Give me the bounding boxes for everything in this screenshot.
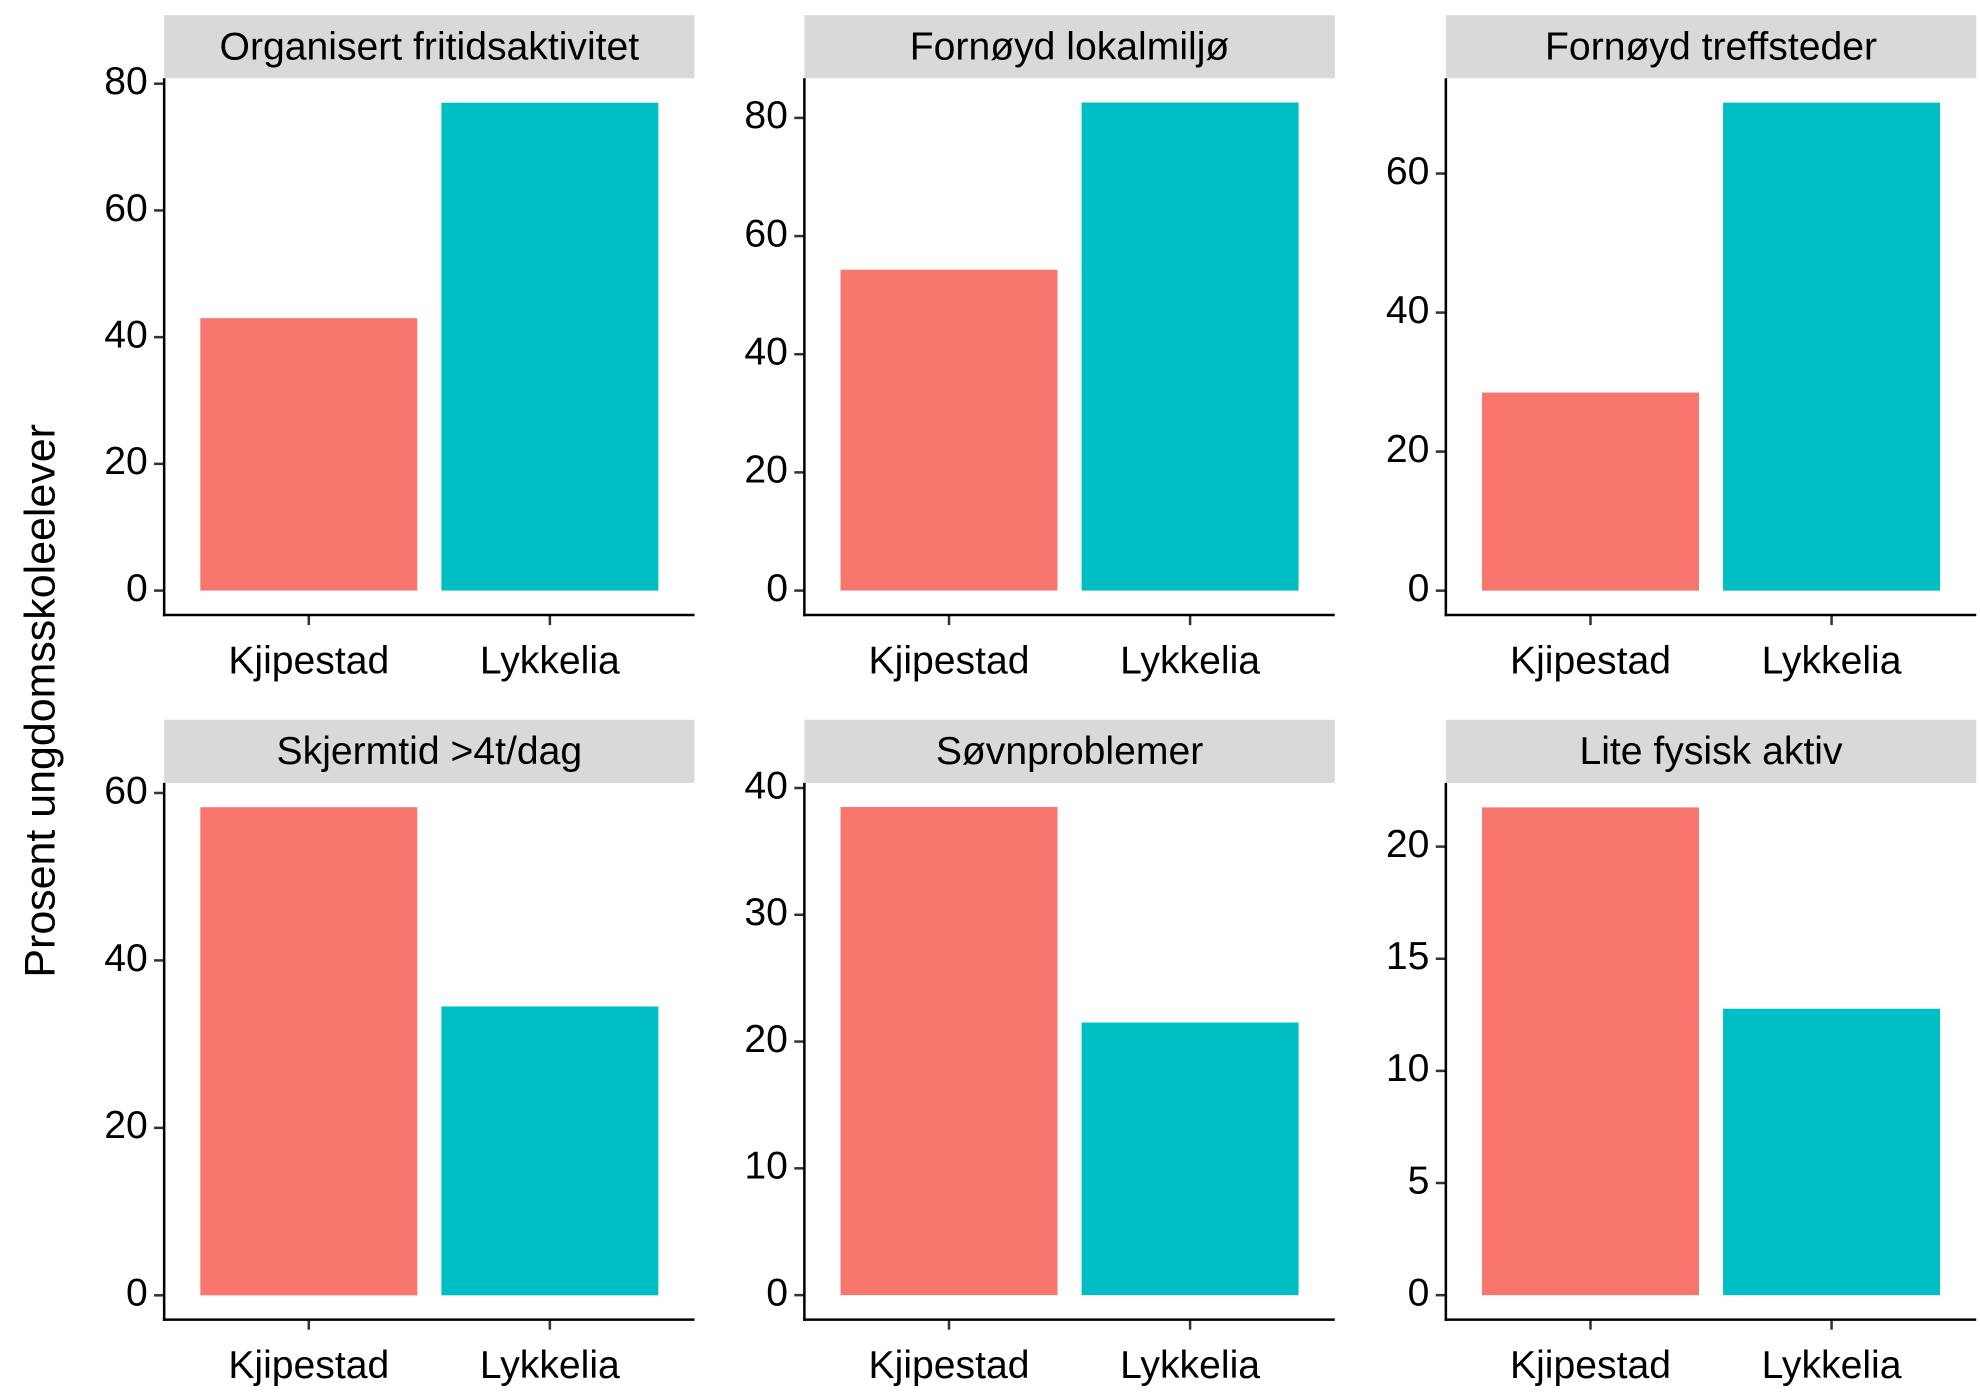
- panel: Skjermtid >4t/dag 0 20 40 60 Kjipestad Lykkeli…: [104, 719, 695, 1387]
- panel: Fornøyd lokalmiljø 0 20 40 60 80 Kjipestad Lykk…: [744, 15, 1335, 682]
- bar: [840, 807, 1058, 1296]
- y-tick-label: 80: [104, 60, 148, 103]
- y-tick-label: 20: [1386, 428, 1430, 471]
- x-tick-label: Kjipestad: [228, 1344, 389, 1387]
- bar: [1081, 1022, 1299, 1296]
- x-tick-label: Lykkelia: [480, 1344, 620, 1387]
- bar: [1081, 102, 1299, 591]
- y-tick-label: 0: [1408, 1271, 1430, 1314]
- y-tick-label: 0: [766, 567, 788, 610]
- y-tick-label: 0: [126, 1272, 148, 1315]
- y-tick-label: 80: [744, 94, 788, 137]
- y-tick-label: 30: [744, 891, 788, 934]
- panel: Lite fysisk aktiv 0 5 10 15 20 Kjipestad Lykkel…: [1386, 719, 1977, 1387]
- panel-title: Fornøyd lokalmiljø: [910, 26, 1230, 69]
- y-tick-label: 60: [1386, 150, 1430, 193]
- strip: [164, 719, 695, 783]
- bar: [840, 269, 1058, 591]
- panel-title: Lite fysisk aktiv: [1579, 730, 1843, 773]
- panel: Fornøyd treffsteder 0 20 40 60 Kjipestad Lykke…: [1386, 15, 1977, 682]
- strip: [164, 15, 695, 79]
- x-tick-label: Kjipestad: [228, 639, 389, 682]
- y-tick-label: 20: [744, 1018, 788, 1061]
- y-tick-label: 40: [744, 764, 788, 807]
- x-tick-label: Kjipestad: [1510, 1344, 1671, 1387]
- bar: [1723, 102, 1941, 591]
- y-tick-label: 40: [104, 937, 148, 980]
- y-tick-label: 60: [744, 212, 788, 255]
- x-tick-label: Kjipestad: [1510, 639, 1671, 682]
- x-tick-label: Kjipestad: [869, 1344, 1030, 1387]
- y-tick-label: 40: [744, 331, 788, 374]
- strip: [1445, 15, 1977, 79]
- y-tick-label: 10: [1386, 1047, 1430, 1090]
- y-tick-label: 0: [766, 1271, 788, 1314]
- y-tick-label: 10: [744, 1145, 788, 1188]
- strip: [804, 719, 1335, 783]
- strip: [1445, 719, 1977, 783]
- x-tick-label: Lykkelia: [480, 639, 620, 682]
- panel-title: Organisert fritidsaktivitet: [220, 26, 640, 69]
- bar: [1482, 807, 1699, 1296]
- bar: [200, 807, 418, 1296]
- x-tick-label: Lykkelia: [1120, 639, 1260, 682]
- y-tick-label: 60: [104, 187, 148, 230]
- x-tick-label: Lykkelia: [1120, 1344, 1260, 1387]
- bar: [200, 318, 418, 591]
- y-tick-label: 5: [1408, 1159, 1430, 1202]
- panel: Organisert fritidsaktivitet 0 20 40 60 80 Kjip…: [104, 15, 695, 682]
- panel-title: Fornøyd treffsteder: [1545, 26, 1877, 69]
- bar: [441, 102, 659, 591]
- y-tick-label: 40: [1386, 289, 1430, 332]
- y-tick-label: 40: [104, 313, 148, 356]
- panel: Søvnproblemer 0 10 20 30 40 Kjipestad Lykkelia: [744, 719, 1335, 1387]
- bar: [1482, 392, 1699, 591]
- y-tick-label: 20: [1386, 823, 1430, 866]
- y-tick-label: 60: [104, 769, 148, 812]
- y-tick-label: 15: [1386, 935, 1430, 978]
- x-tick-label: Lykkelia: [1762, 639, 1902, 682]
- y-tick-label: 0: [126, 567, 148, 610]
- panel-title: Søvnproblemer: [936, 730, 1203, 773]
- y-axis-title: Prosent ungdomsskoleelever: [16, 424, 64, 978]
- y-tick-label: 20: [104, 440, 148, 483]
- y-tick-label: 20: [104, 1104, 148, 1147]
- bar: [441, 1006, 659, 1296]
- panel-title: Skjermtid >4t/dag: [277, 730, 583, 773]
- y-tick-label: 0: [1408, 567, 1430, 610]
- x-tick-label: Lykkelia: [1762, 1344, 1902, 1387]
- y-tick-label: 20: [744, 449, 788, 492]
- bar: [1723, 1008, 1941, 1296]
- strip: [804, 15, 1335, 79]
- x-tick-label: Kjipestad: [869, 639, 1030, 682]
